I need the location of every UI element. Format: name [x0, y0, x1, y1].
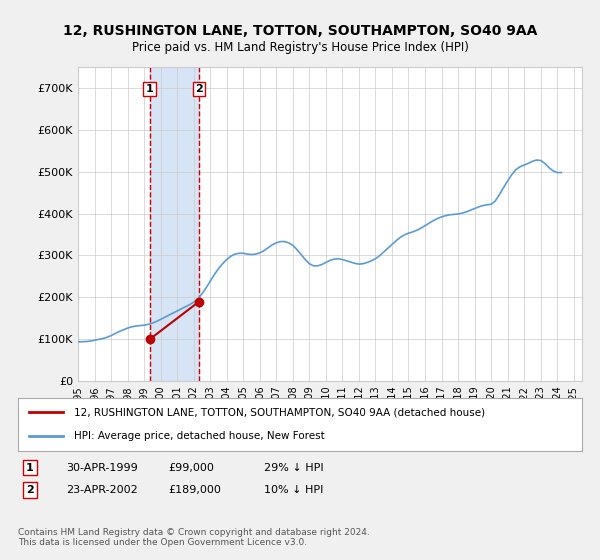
Bar [149, 67, 199, 381]
Text: Price paid vs. HM Land Registry's House Price Index (HPI): Price paid vs. HM Land Registry's House … [131, 41, 469, 54]
Text: 12, RUSHINGTON LANE, TOTTON, SOUTHAMPTON, SO40 9AA (detached house): 12, RUSHINGTON LANE, TOTTON, SOUTHAMPTON… [74, 408, 485, 418]
Text: 12, RUSHINGTON LANE, TOTTON, SOUTHAMPTON, SO40 9AA: 12, RUSHINGTON LANE, TOTTON, SOUTHAMPTON… [63, 24, 537, 38]
Text: HPI: Average price, detached house, New Forest: HPI: Average price, detached house, New … [74, 431, 325, 441]
Text: 1: 1 [26, 463, 34, 473]
Text: £99,000: £99,000 [168, 463, 214, 473]
Text: 1: 1 [146, 84, 154, 94]
Text: 2: 2 [26, 485, 34, 495]
Text: 23-APR-2002: 23-APR-2002 [66, 485, 138, 495]
Text: £189,000: £189,000 [168, 485, 221, 495]
Text: 2: 2 [195, 84, 203, 94]
Text: 10% ↓ HPI: 10% ↓ HPI [264, 485, 323, 495]
Text: Contains HM Land Registry data © Crown copyright and database right 2024.
This d: Contains HM Land Registry data © Crown c… [18, 528, 370, 547]
Text: 29% ↓ HPI: 29% ↓ HPI [264, 463, 323, 473]
Text: 30-APR-1999: 30-APR-1999 [66, 463, 138, 473]
